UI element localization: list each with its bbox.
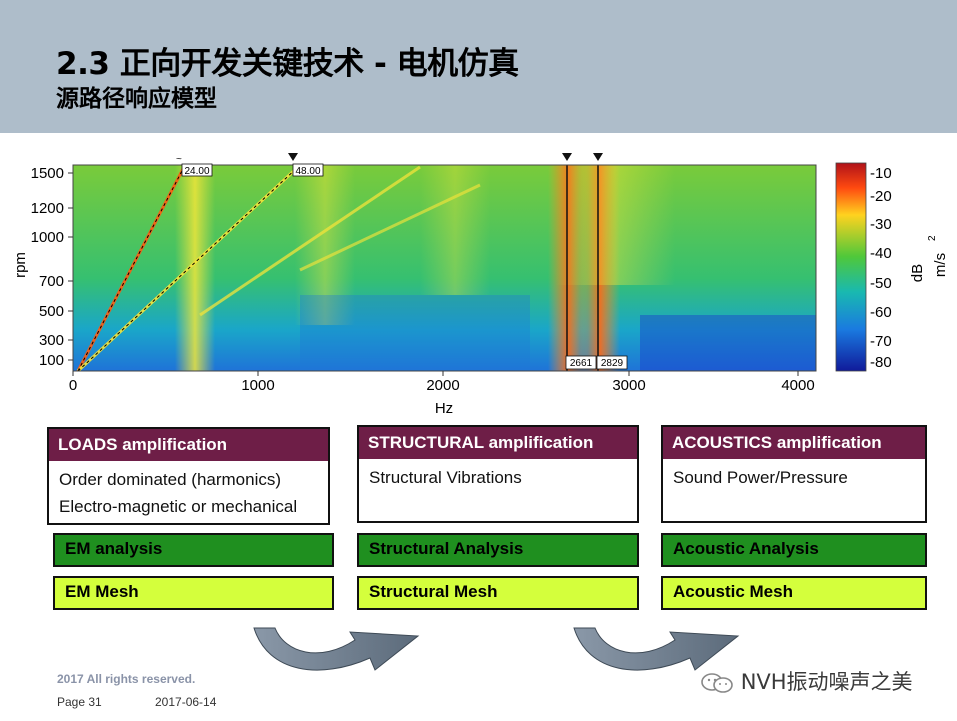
x-tick-label: 2000 [426,377,459,394]
curved-arrow-icon [253,627,420,671]
structural-analysis-bar: Structural Analysis [357,533,639,567]
cursor-label-2829: 2829 [596,355,628,370]
wechat-icon [700,672,734,694]
x-tick-label: 0 [69,377,77,394]
structural-mesh-bar: Structural Mesh [357,576,639,610]
acoustics-panel-header: ACOUSTICS amplification [663,427,925,459]
slide-title: 2.3 正向开发关键技术 - 电机仿真 [56,46,519,82]
x-tick-label: 4000 [781,377,814,394]
watermark: NVH振动噪声之美 [700,666,913,696]
cursor-marker-2[interactable] [593,153,603,161]
page-number: Page 31 [57,695,102,709]
loads-line-1: Order dominated (harmonics) [59,470,282,489]
y-tick-label: 100 [39,352,64,369]
structural-line-1: Structural Vibrations [369,468,522,487]
y-axis: 1500 1200 1000 700 500 300 100 rpm [12,165,73,369]
cursor-marker-1[interactable] [562,153,572,161]
acoustic-analysis-bar: Acoustic Analysis [661,533,927,567]
acoustics-line-1: Sound Power/Pressure [673,468,848,487]
svg-text:~: ~ [176,154,182,165]
colorbar-tick-label: -40 [870,245,892,262]
spectrogram-area [73,165,816,371]
colorbar-unit-db: dB [909,264,926,282]
order-label-48: 48.00 [292,163,324,177]
y-tick-label: 300 [39,332,64,349]
x-axis-label: Hz [435,400,453,417]
campbell-chart: ~ 24.00 48.00 2661 2829 1500 1200 1000 7… [12,153,949,417]
svg-text:48.00: 48.00 [295,166,320,177]
em-analysis-bar: EM analysis [53,533,334,567]
order-label-24: 24.00 [181,163,213,177]
colorbar-tick-label: -80 [870,354,892,371]
y-tick-label: 500 [39,303,64,320]
loads-line-2: Electro-magnetic or mechanical [59,497,298,516]
colorbar-unit: m/s [932,253,949,277]
copyright-text: 2017 All rights reserved. [57,672,196,686]
colorbar-tick-label: -60 [870,304,892,321]
colorbar-tick-label: -70 [870,333,892,350]
y-axis-label: rpm [12,252,29,278]
slide-subtitle: 源路径响应模型 [56,86,217,112]
y-tick-label: 1200 [31,200,64,217]
svg-text:2829: 2829 [601,358,624,369]
loads-panel-header: LOADS amplification [49,429,328,461]
x-axis: 0 1000 2000 3000 4000 Hz [69,371,815,417]
acoustics-panel: ACOUSTICS amplification Sound Power/Pres… [661,425,927,523]
y-tick-label: 1000 [31,229,64,246]
loads-panel: LOADS amplification Order dominated (har… [47,427,330,525]
colorbar-tick-label: -30 [870,216,892,233]
order-marker-48[interactable] [288,153,298,161]
structural-panel-header: STRUCTURAL amplification [359,427,637,459]
watermark-text: NVH振动噪声之美 [740,670,913,694]
colorbar-tick-label: -50 [870,275,892,292]
colorbar: -10 -20 -30 -40 -50 -60 -70 -80 dB m/s 2 [835,162,949,372]
cursor-label-2661: 2661 [565,355,597,370]
x-tick-label: 3000 [612,377,645,394]
x-tick-label: 1000 [241,377,274,394]
curved-arrow-icon [573,627,740,671]
acoustic-mesh-bar: Acoustic Mesh [661,576,927,610]
y-tick-label: 1500 [31,165,64,182]
svg-text:2: 2 [927,235,938,241]
footer-date: 2017-06-14 [155,695,217,709]
y-tick-label: 700 [39,273,64,290]
em-mesh-bar: EM Mesh [53,576,334,610]
colorbar-tick-label: -20 [870,188,892,205]
svg-text:2661: 2661 [570,358,593,369]
structural-panel: STRUCTURAL amplification Structural Vibr… [357,425,639,523]
flow-arrows [253,627,740,671]
svg-text:24.00: 24.00 [184,166,209,177]
colorbar-tick-label: -10 [870,165,892,182]
slide-header: 2.3 正向开发关键技术 - 电机仿真 源路径响应模型 [0,0,957,133]
